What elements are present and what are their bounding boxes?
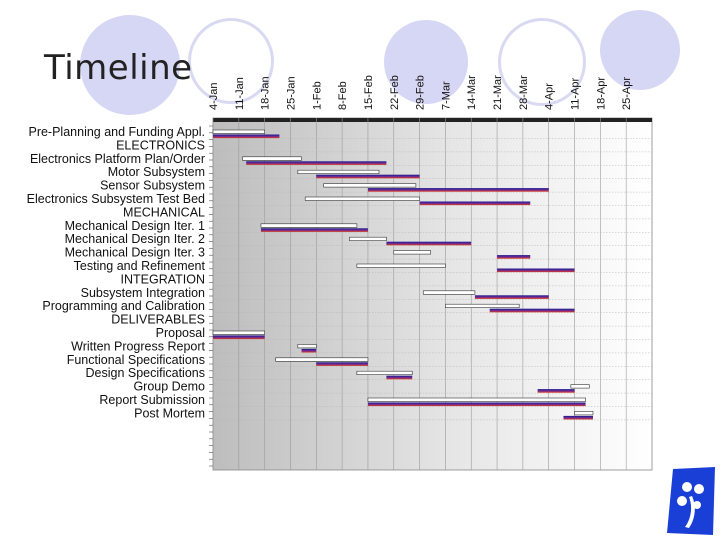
task-label: Testing and Refinement [74, 259, 206, 273]
date-tick-label: 8-Feb [337, 81, 349, 110]
actual-bar [367, 188, 549, 192]
decor-ring-2 [498, 18, 586, 106]
date-tick-label: 29-Feb [415, 75, 427, 110]
date-tick-label: 14-Mar [466, 75, 478, 110]
planned-bar [212, 330, 265, 335]
actual-bar [301, 348, 317, 353]
task-label: Group Demo [133, 380, 205, 394]
planned-bar [323, 183, 417, 188]
task-label: Programming and Calibration [42, 299, 205, 313]
task-label: Post Mortem [134, 406, 205, 420]
date-tick-label: 7-Mar [440, 81, 452, 110]
planned-bar [356, 263, 446, 268]
task-label: Sensor Subsystem [100, 179, 205, 193]
actual-bar [213, 134, 280, 139]
slide-title: Timeline [44, 48, 193, 88]
hand-logo-icon [667, 467, 715, 535]
planned-bar [212, 129, 265, 134]
task-label: Mechanical Design Iter. 1 [65, 219, 205, 233]
actual-bar [497, 268, 575, 273]
actual-bar [386, 241, 472, 246]
section-header-label: MECHANICAL [123, 205, 205, 219]
actual-bar [489, 308, 575, 313]
task-label: Pre-Planning and Funding Appl. [28, 125, 205, 139]
planned-bar [445, 303, 520, 309]
section-header-label: DELIVERABLES [111, 313, 205, 327]
planned-bar [349, 236, 387, 241]
date-tick-label: 21-Mar [492, 75, 504, 110]
date-tick-label: 22-Feb [389, 75, 401, 110]
section-header-label: ELECTRONICS [116, 138, 205, 152]
task-label: Electronics Platform Plan/Order [30, 152, 205, 166]
actual-bar [213, 335, 265, 340]
task-label: Written Progress Report [71, 339, 205, 353]
planned-bar [242, 156, 302, 161]
planned-bar [574, 411, 594, 416]
planned-bar [367, 397, 586, 402]
actual-bar [537, 389, 575, 393]
section-header-label: INTEGRATION [121, 272, 206, 286]
planned-bar [297, 169, 380, 174]
actual-bar [246, 161, 387, 165]
actual-bar [419, 201, 531, 206]
task-label: Motor Subsystem [108, 165, 205, 179]
task-label: Design Specifications [85, 366, 205, 380]
date-tick-label: 4-Jan [208, 82, 220, 110]
planned-bar [570, 384, 590, 389]
planned-bar [304, 196, 420, 201]
task-label: Mechanical Design Iter. 2 [65, 232, 205, 246]
task-label: Subsystem Integration [81, 286, 205, 300]
planned-bar [393, 250, 431, 255]
actual-bar [474, 295, 549, 299]
planned-bar [275, 357, 369, 362]
actual-bar [316, 362, 368, 366]
planned-bar [260, 223, 358, 228]
date-tick-label: 28-Mar [518, 75, 530, 110]
date-tick-label: 4-Apr [544, 83, 556, 110]
planned-bar [297, 344, 317, 349]
task-label: Proposal [156, 326, 205, 340]
date-tick-label: 15-Feb [363, 75, 375, 110]
gantt-bars [212, 129, 594, 420]
decor-circle-2 [384, 20, 468, 104]
actual-bar [316, 174, 420, 179]
date-tick-label: 25-Apr [621, 77, 633, 110]
task-label: Electronics Subsystem Test Bed [27, 192, 205, 206]
decor-ring-1 [188, 18, 274, 104]
date-tick-label: 18-Jan [260, 76, 272, 110]
actual-bar [563, 415, 593, 420]
date-tick-label: 11-Jan [234, 77, 246, 110]
date-tick-label: 1-Feb [311, 81, 323, 110]
actual-bar [386, 375, 413, 380]
gantt-date-axis: 4-Jan 11-Jan 18-Jan 25-Jan 1-Feb 8-Feb 15-Feb 2… [208, 75, 633, 110]
actual-bar [260, 228, 368, 232]
date-tick-label: 11-Apr [570, 77, 582, 110]
planned-bar [356, 370, 413, 376]
task-label: Report Submission [99, 393, 205, 407]
task-label: Mechanical Design Iter. 3 [65, 246, 205, 260]
task-label: Functional Specifications [67, 353, 205, 367]
decor-circle-3 [600, 10, 680, 90]
actual-bar [367, 402, 586, 407]
planned-bar [422, 290, 476, 295]
actual-bar [497, 255, 531, 259]
date-tick-label: 18-Apr [595, 77, 607, 110]
gantt-header-bar [213, 118, 652, 122]
gantt-task-labels: Pre-Planning and Funding Appl.ELECTRONIC… [27, 125, 206, 420]
decor-circle-large [80, 15, 180, 115]
date-tick-label: 25-Jan [285, 76, 297, 110]
